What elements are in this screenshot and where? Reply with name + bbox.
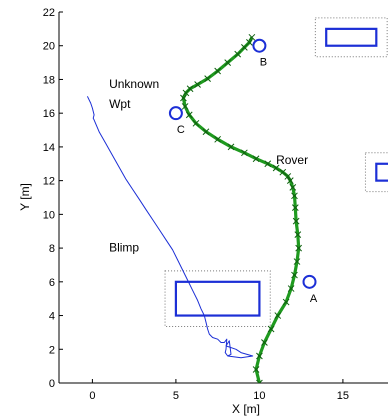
rover-point bbox=[194, 81, 201, 88]
rover-point bbox=[204, 75, 211, 82]
rover-point bbox=[185, 111, 193, 119]
annotation-unknown2: Wpt bbox=[109, 97, 131, 111]
rover-point bbox=[286, 177, 294, 184]
rover-point bbox=[241, 149, 248, 157]
y-tick-label: 6 bbox=[49, 277, 55, 289]
rover-point bbox=[252, 155, 260, 163]
rover-point bbox=[279, 168, 287, 176]
x-tick-label: 15 bbox=[337, 390, 349, 402]
rover-point bbox=[192, 119, 200, 127]
rover-point bbox=[246, 39, 253, 46]
annotation-blimp: Blimp bbox=[109, 240, 139, 254]
waypoint-a-label: A bbox=[310, 293, 318, 305]
rover-point bbox=[234, 50, 242, 58]
series-rover-line bbox=[181, 36, 301, 383]
x-tick-label: 0 bbox=[89, 390, 95, 402]
y-tick-label: 16 bbox=[43, 108, 55, 120]
annotation-rover: Rover bbox=[276, 153, 308, 167]
rover-point bbox=[291, 192, 298, 200]
y-tick-label: 20 bbox=[43, 41, 55, 53]
rover-point bbox=[291, 271, 298, 279]
rover-point bbox=[292, 217, 300, 225]
waypoint-c-marker bbox=[168, 106, 183, 121]
rover-point bbox=[227, 143, 235, 151]
rover-point bbox=[294, 231, 302, 238]
rover-point bbox=[282, 298, 290, 306]
y-axis-label: Y [m] bbox=[18, 183, 32, 211]
obstacle-2 bbox=[325, 27, 378, 47]
rover-point bbox=[289, 184, 297, 191]
waypoint-b-label: B bbox=[260, 57, 267, 69]
plot-area: A B C Unknown Wpt Rover Blimp bbox=[86, 17, 388, 383]
rover-point bbox=[291, 204, 299, 211]
obstacle-buffer-3 bbox=[364, 152, 388, 193]
rover-point bbox=[267, 325, 275, 333]
rover-point bbox=[272, 164, 280, 172]
y-tick-label: 0 bbox=[49, 378, 55, 390]
rover-point bbox=[252, 366, 260, 373]
obstacle-1 bbox=[174, 280, 261, 317]
x-tick-label: 5 bbox=[173, 390, 179, 402]
rover-point bbox=[214, 67, 222, 75]
rover-point bbox=[295, 244, 303, 252]
y-tick-label: 22 bbox=[43, 7, 55, 19]
y-tick-label: 18 bbox=[43, 74, 55, 86]
y-tick-label: 2 bbox=[49, 344, 55, 356]
rover-point bbox=[261, 339, 268, 346]
obstacle-buffer-2 bbox=[314, 17, 388, 58]
rover-point bbox=[264, 160, 272, 168]
rover-point bbox=[248, 33, 256, 41]
rover-point bbox=[256, 352, 263, 360]
rover-point bbox=[256, 379, 263, 383]
waypoint-b-marker bbox=[252, 38, 267, 53]
rover-point bbox=[224, 59, 232, 66]
waypoint-c-label: C bbox=[177, 124, 185, 136]
rover-point bbox=[202, 128, 210, 136]
annotation-unknown1: Unknown bbox=[109, 77, 159, 91]
y-tick-label: 12 bbox=[43, 176, 55, 188]
rover-point bbox=[274, 312, 282, 319]
x-axis-label: X [m] bbox=[232, 402, 260, 416]
y-tick-label: 8 bbox=[49, 243, 55, 255]
rover-point bbox=[186, 85, 194, 93]
rover-point bbox=[180, 94, 187, 102]
rover-point bbox=[241, 44, 248, 51]
rover-point bbox=[284, 173, 292, 180]
rover-point bbox=[287, 285, 295, 292]
y-tick-label: 10 bbox=[43, 209, 55, 221]
rover-point bbox=[293, 258, 301, 265]
obstacle-buffer-1 bbox=[164, 270, 271, 328]
y-tick-label: 14 bbox=[43, 142, 55, 154]
series-blimp-line bbox=[86, 96, 254, 359]
axes: 0 2 4 6 8 10 12 14 16 18 20 22 0 5 10 15 bbox=[43, 7, 388, 402]
x-tick-label: 10 bbox=[253, 390, 265, 402]
rover-point bbox=[214, 135, 222, 143]
rover-point bbox=[181, 103, 189, 110]
y-tick-label: 4 bbox=[49, 311, 55, 323]
obstacle-3 bbox=[375, 162, 388, 182]
chart-labels: X [m] Y [m] bbox=[18, 183, 260, 416]
waypoint-a-marker bbox=[302, 274, 317, 289]
